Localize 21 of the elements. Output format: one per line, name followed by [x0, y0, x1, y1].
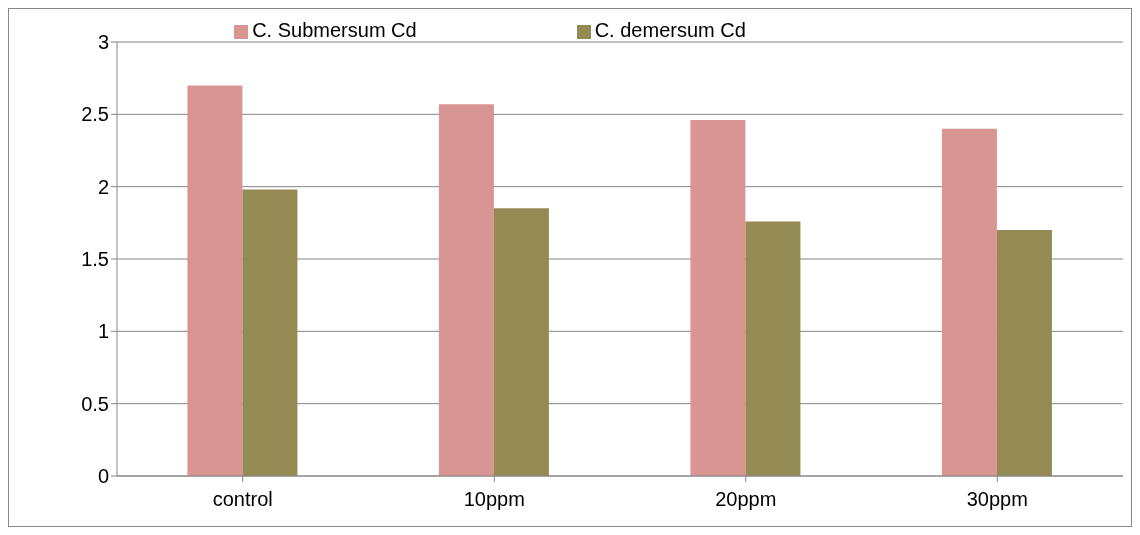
- y-tick-label: 2: [97, 175, 109, 198]
- y-tick-label: 0.5: [81, 392, 109, 415]
- y-tick-label: 2.5: [81, 103, 109, 126]
- y-tick-label: 3: [97, 31, 109, 54]
- y-tick-label: 1.5: [81, 248, 109, 271]
- x-tick-label: control: [212, 488, 273, 511]
- y-tick-label: 0: [97, 465, 109, 488]
- legend-label: C. demersum Cd: [594, 19, 746, 41]
- bar: [187, 85, 243, 476]
- x-tick-label: 30ppm: [966, 488, 1028, 511]
- bar: [745, 221, 801, 476]
- bar: [242, 189, 298, 476]
- bar: [941, 128, 997, 476]
- bar: [690, 120, 746, 476]
- bar: [996, 230, 1052, 476]
- bar: [438, 104, 494, 476]
- y-tick-label: 1: [97, 320, 109, 343]
- x-tick-label: 10ppm: [463, 488, 525, 511]
- x-tick-label: 20ppm: [715, 488, 777, 511]
- bar: [493, 208, 549, 476]
- legend-label: C. Submersum Cd: [252, 19, 417, 41]
